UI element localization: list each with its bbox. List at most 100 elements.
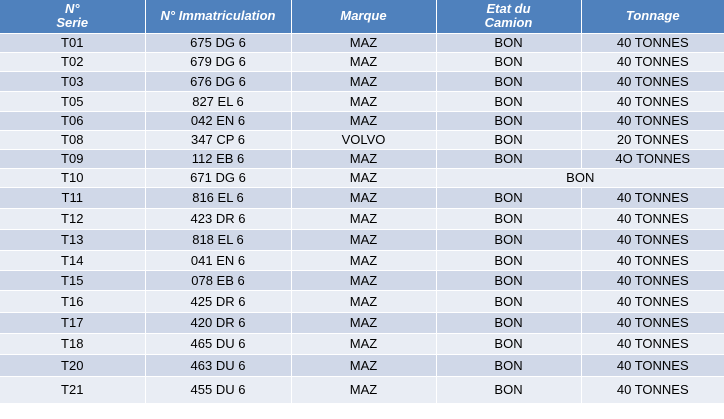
cell-etat: BON <box>436 129 582 149</box>
cell-tonnage: 40 TONNES <box>581 90 724 111</box>
cell-immatriculation: 423 DR 6 <box>145 207 292 229</box>
cell-etat: BON <box>436 249 582 270</box>
header-serie-line1: N° <box>64 1 80 17</box>
cell-marque: MAZ <box>291 110 437 130</box>
cell-serie: T12 <box>0 207 146 229</box>
cell-etat: BON <box>436 186 582 208</box>
cell-serie: T09 <box>0 148 146 168</box>
table-row: T14 041 EN 6 MAZ BON 40 TONNES <box>0 249 724 270</box>
table-row: T13 818 EL 6 MAZ BON 40 TONNES <box>0 228 724 250</box>
header-immatriculation: N° Immatriculation <box>145 0 292 33</box>
cell-etat: BON <box>436 353 582 376</box>
cell-marque: MAZ <box>291 269 437 290</box>
header-etat: Etat du Camion <box>436 0 582 33</box>
cell-marque: MAZ <box>291 332 437 354</box>
table-row: T06 042 EN 6 MAZ BON 40 TONNES <box>0 110 724 130</box>
table-row: T11 816 EL 6 MAZ BON 40 TONNES <box>0 186 724 208</box>
cell-marque: MAZ <box>291 289 437 312</box>
cell-etat: BON <box>436 51 582 71</box>
cell-tonnage: 40 TONNES <box>581 228 724 250</box>
cell-marque: MAZ <box>291 311 437 333</box>
cell-serie: T10 <box>0 167 146 187</box>
cell-etat: BON <box>436 375 582 403</box>
cell-serie: T08 <box>0 129 146 149</box>
cell-marque: MAZ <box>291 375 437 403</box>
cell-marque: MAZ <box>291 249 437 270</box>
cell-serie: T18 <box>0 332 146 354</box>
table-row: T15 078 EB 6 MAZ BON 40 TONNES <box>0 269 724 290</box>
table-row: T01 675 DG 6 MAZ BON 40 TONNES <box>0 32 724 52</box>
cell-serie: T20 <box>0 353 146 376</box>
cell-immatriculation: 816 EL 6 <box>145 186 292 208</box>
header-tonnage: Tonnage <box>581 0 724 33</box>
cell-immatriculation: 671 DG 6 <box>145 167 292 187</box>
cell-marque: MAZ <box>291 228 437 250</box>
cell-serie: T06 <box>0 110 146 130</box>
table-row: T18 465 DU 6 MAZ BON 40 TONNES <box>0 332 724 354</box>
cell-serie: T17 <box>0 311 146 333</box>
cell-serie: T05 <box>0 90 146 111</box>
cell-immatriculation: 455 DU 6 <box>145 375 292 403</box>
header-etat-line1: Etat du <box>486 1 531 17</box>
header-row: N° Serie N° Immatriculation Marque Etat … <box>0 0 724 33</box>
cell-immatriculation: 463 DU 6 <box>145 353 292 376</box>
cell-immatriculation: 042 EN 6 <box>145 110 292 130</box>
cell-serie: T14 <box>0 249 146 270</box>
cell-serie: T11 <box>0 186 146 208</box>
cell-serie: T16 <box>0 289 146 312</box>
table-row: T17 420 DR 6 MAZ BON 40 TONNES <box>0 311 724 333</box>
header-serie: N° Serie <box>0 0 146 33</box>
header-marque: Marque <box>291 0 437 33</box>
cell-etat: BON <box>436 228 582 250</box>
cell-serie: T13 <box>0 228 146 250</box>
truck-fleet-table: N° Serie N° Immatriculation Marque Etat … <box>0 0 724 403</box>
header-marque-label: Marque <box>340 8 387 24</box>
cell-etat: BON <box>436 269 582 290</box>
header-etat-line2: Camion <box>484 15 533 31</box>
cell-marque: MAZ <box>291 186 437 208</box>
cell-etat: BON <box>436 332 582 354</box>
cell-tonnage: 40 TONNES <box>581 375 724 403</box>
cell-marque: MAZ <box>291 207 437 229</box>
cell-marque: VOLVO <box>291 129 437 149</box>
cell-serie: T21 <box>0 375 146 403</box>
cell-marque: MAZ <box>291 148 437 168</box>
table-row: T03 676 DG 6 MAZ BON 40 TONNES <box>0 70 724 91</box>
cell-immatriculation: 675 DG 6 <box>145 32 292 52</box>
cell-marque: MAZ <box>291 90 437 111</box>
table-body: T01 675 DG 6 MAZ BON 40 TONNES T02 679 DG 6 MAZ… <box>0 32 724 403</box>
cell-etat-merged: BON <box>436 167 724 187</box>
cell-immatriculation: 425 DR 6 <box>145 289 292 312</box>
table-row: T05 827 EL 6 MAZ BON 40 TONNES <box>0 90 724 111</box>
cell-tonnage: 40 TONNES <box>581 32 724 52</box>
cell-immatriculation: 465 DU 6 <box>145 332 292 354</box>
cell-serie: T03 <box>0 70 146 91</box>
cell-etat: BON <box>436 289 582 312</box>
cell-tonnage: 40 TONNES <box>581 289 724 312</box>
cell-tonnage: 40 TONNES <box>581 207 724 229</box>
cell-serie: T02 <box>0 51 146 71</box>
table-row: T20 463 DU 6 MAZ BON 40 TONNES <box>0 353 724 376</box>
cell-etat: BON <box>436 70 582 91</box>
cell-tonnage: 40 TONNES <box>581 332 724 354</box>
cell-tonnage: 40 TONNES <box>581 51 724 71</box>
table-row: T08 347 CP 6 VOLVO BON 20 TONNES <box>0 129 724 149</box>
cell-etat: BON <box>436 110 582 130</box>
header-tonnage-label: Tonnage <box>625 8 680 24</box>
cell-marque: MAZ <box>291 167 437 187</box>
cell-marque: MAZ <box>291 70 437 91</box>
cell-tonnage: 4O TONNES <box>581 148 724 168</box>
cell-immatriculation: 347 CP 6 <box>145 129 292 149</box>
cell-tonnage: 20 TONNES <box>581 129 724 149</box>
cell-etat: BON <box>436 207 582 229</box>
cell-serie: T01 <box>0 32 146 52</box>
cell-etat: BON <box>436 311 582 333</box>
cell-etat: BON <box>436 32 582 52</box>
table-row: T02 679 DG 6 MAZ BON 40 TONNES <box>0 51 724 71</box>
cell-immatriculation: 827 EL 6 <box>145 90 292 111</box>
cell-tonnage: 40 TONNES <box>581 249 724 270</box>
header-immatriculation-label: N° Immatriculation <box>160 8 276 24</box>
cell-tonnage: 40 TONNES <box>581 186 724 208</box>
cell-etat: BON <box>436 90 582 111</box>
cell-tonnage: 40 TONNES <box>581 70 724 91</box>
